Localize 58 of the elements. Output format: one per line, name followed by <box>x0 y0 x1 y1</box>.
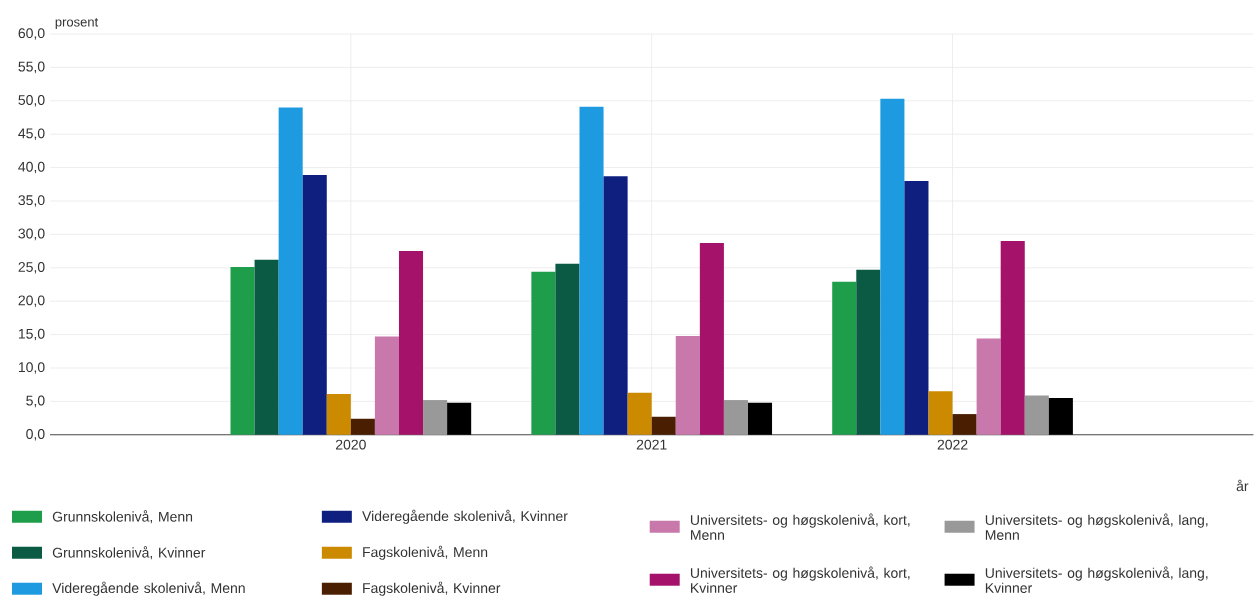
legend-label: Videregående skolenivå, Kvinner <box>362 509 568 524</box>
bar <box>374 336 399 435</box>
bar <box>230 267 255 435</box>
legend-label: Fagskolenivå, Kvinner <box>363 581 501 596</box>
y-tick-label: 0,0 <box>26 429 45 441</box>
x-tick-label: 2022 <box>937 439 968 450</box>
x-tick-label: 2021 <box>636 439 667 450</box>
y-tick-label: 35,0 <box>18 195 45 207</box>
bar <box>723 400 748 435</box>
x-tick-label: 2020 <box>335 439 366 450</box>
bar <box>555 263 580 435</box>
legend-label: Universitets- og høgskolenivå, kort, Menn <box>690 513 910 541</box>
legend-label: Universitets- og høgskolenivå, lang, Kvinner <box>985 566 1208 594</box>
bar <box>302 175 327 435</box>
bar <box>1024 395 1049 435</box>
y-tick-label: 40,0 <box>18 161 45 174</box>
bar <box>651 416 676 435</box>
x-axis-title: år <box>1236 479 1249 492</box>
bar <box>928 391 953 435</box>
bar <box>326 394 351 435</box>
bar <box>952 414 977 435</box>
bar <box>423 400 448 435</box>
bar <box>603 176 628 435</box>
legend-label: Fagskolenivå, Menn <box>363 545 488 560</box>
bar <box>579 106 604 435</box>
bar <box>350 418 375 435</box>
y-tick-label: 10,0 <box>18 362 45 374</box>
bar <box>856 269 881 435</box>
y-tick-label: 60,0 <box>18 28 45 40</box>
bar <box>904 181 929 435</box>
y-tick-label: 25,0 <box>18 262 45 274</box>
bar <box>531 271 556 435</box>
bar <box>747 402 773 435</box>
bar <box>447 402 472 435</box>
y-axis-title: prosent <box>55 18 99 30</box>
y-tick-label: 20,0 <box>18 295 45 308</box>
bar <box>1048 398 1073 435</box>
bar <box>278 107 303 435</box>
legend-label: Grunnskolenivå, Menn <box>52 510 193 524</box>
legend-label: Universitets- og høgskolenivå, lang, Menn <box>985 513 1208 541</box>
bar <box>699 243 724 435</box>
y-tick-label: 5,0 <box>26 395 45 408</box>
bar <box>832 281 857 435</box>
bar <box>880 98 905 435</box>
bar <box>1000 241 1025 435</box>
y-tick-label: 55,0 <box>18 61 45 74</box>
legend-label: Grunnskolenivå, Kvinner <box>52 546 206 560</box>
y-tick-label: 30,0 <box>18 228 45 241</box>
bar <box>398 251 424 435</box>
y-tick-label: 15,0 <box>18 328 45 341</box>
legend-label: Videregående skolenivå, Menn <box>52 581 245 596</box>
y-tick-label: 45,0 <box>18 128 45 141</box>
bar <box>976 338 1001 435</box>
bar <box>254 259 279 435</box>
bar <box>627 392 652 435</box>
bar <box>675 336 700 435</box>
legend-label: Universitets- og høgskolenivå, kort, Kvinner <box>690 566 910 594</box>
y-tick-label: 50,0 <box>18 95 45 107</box>
